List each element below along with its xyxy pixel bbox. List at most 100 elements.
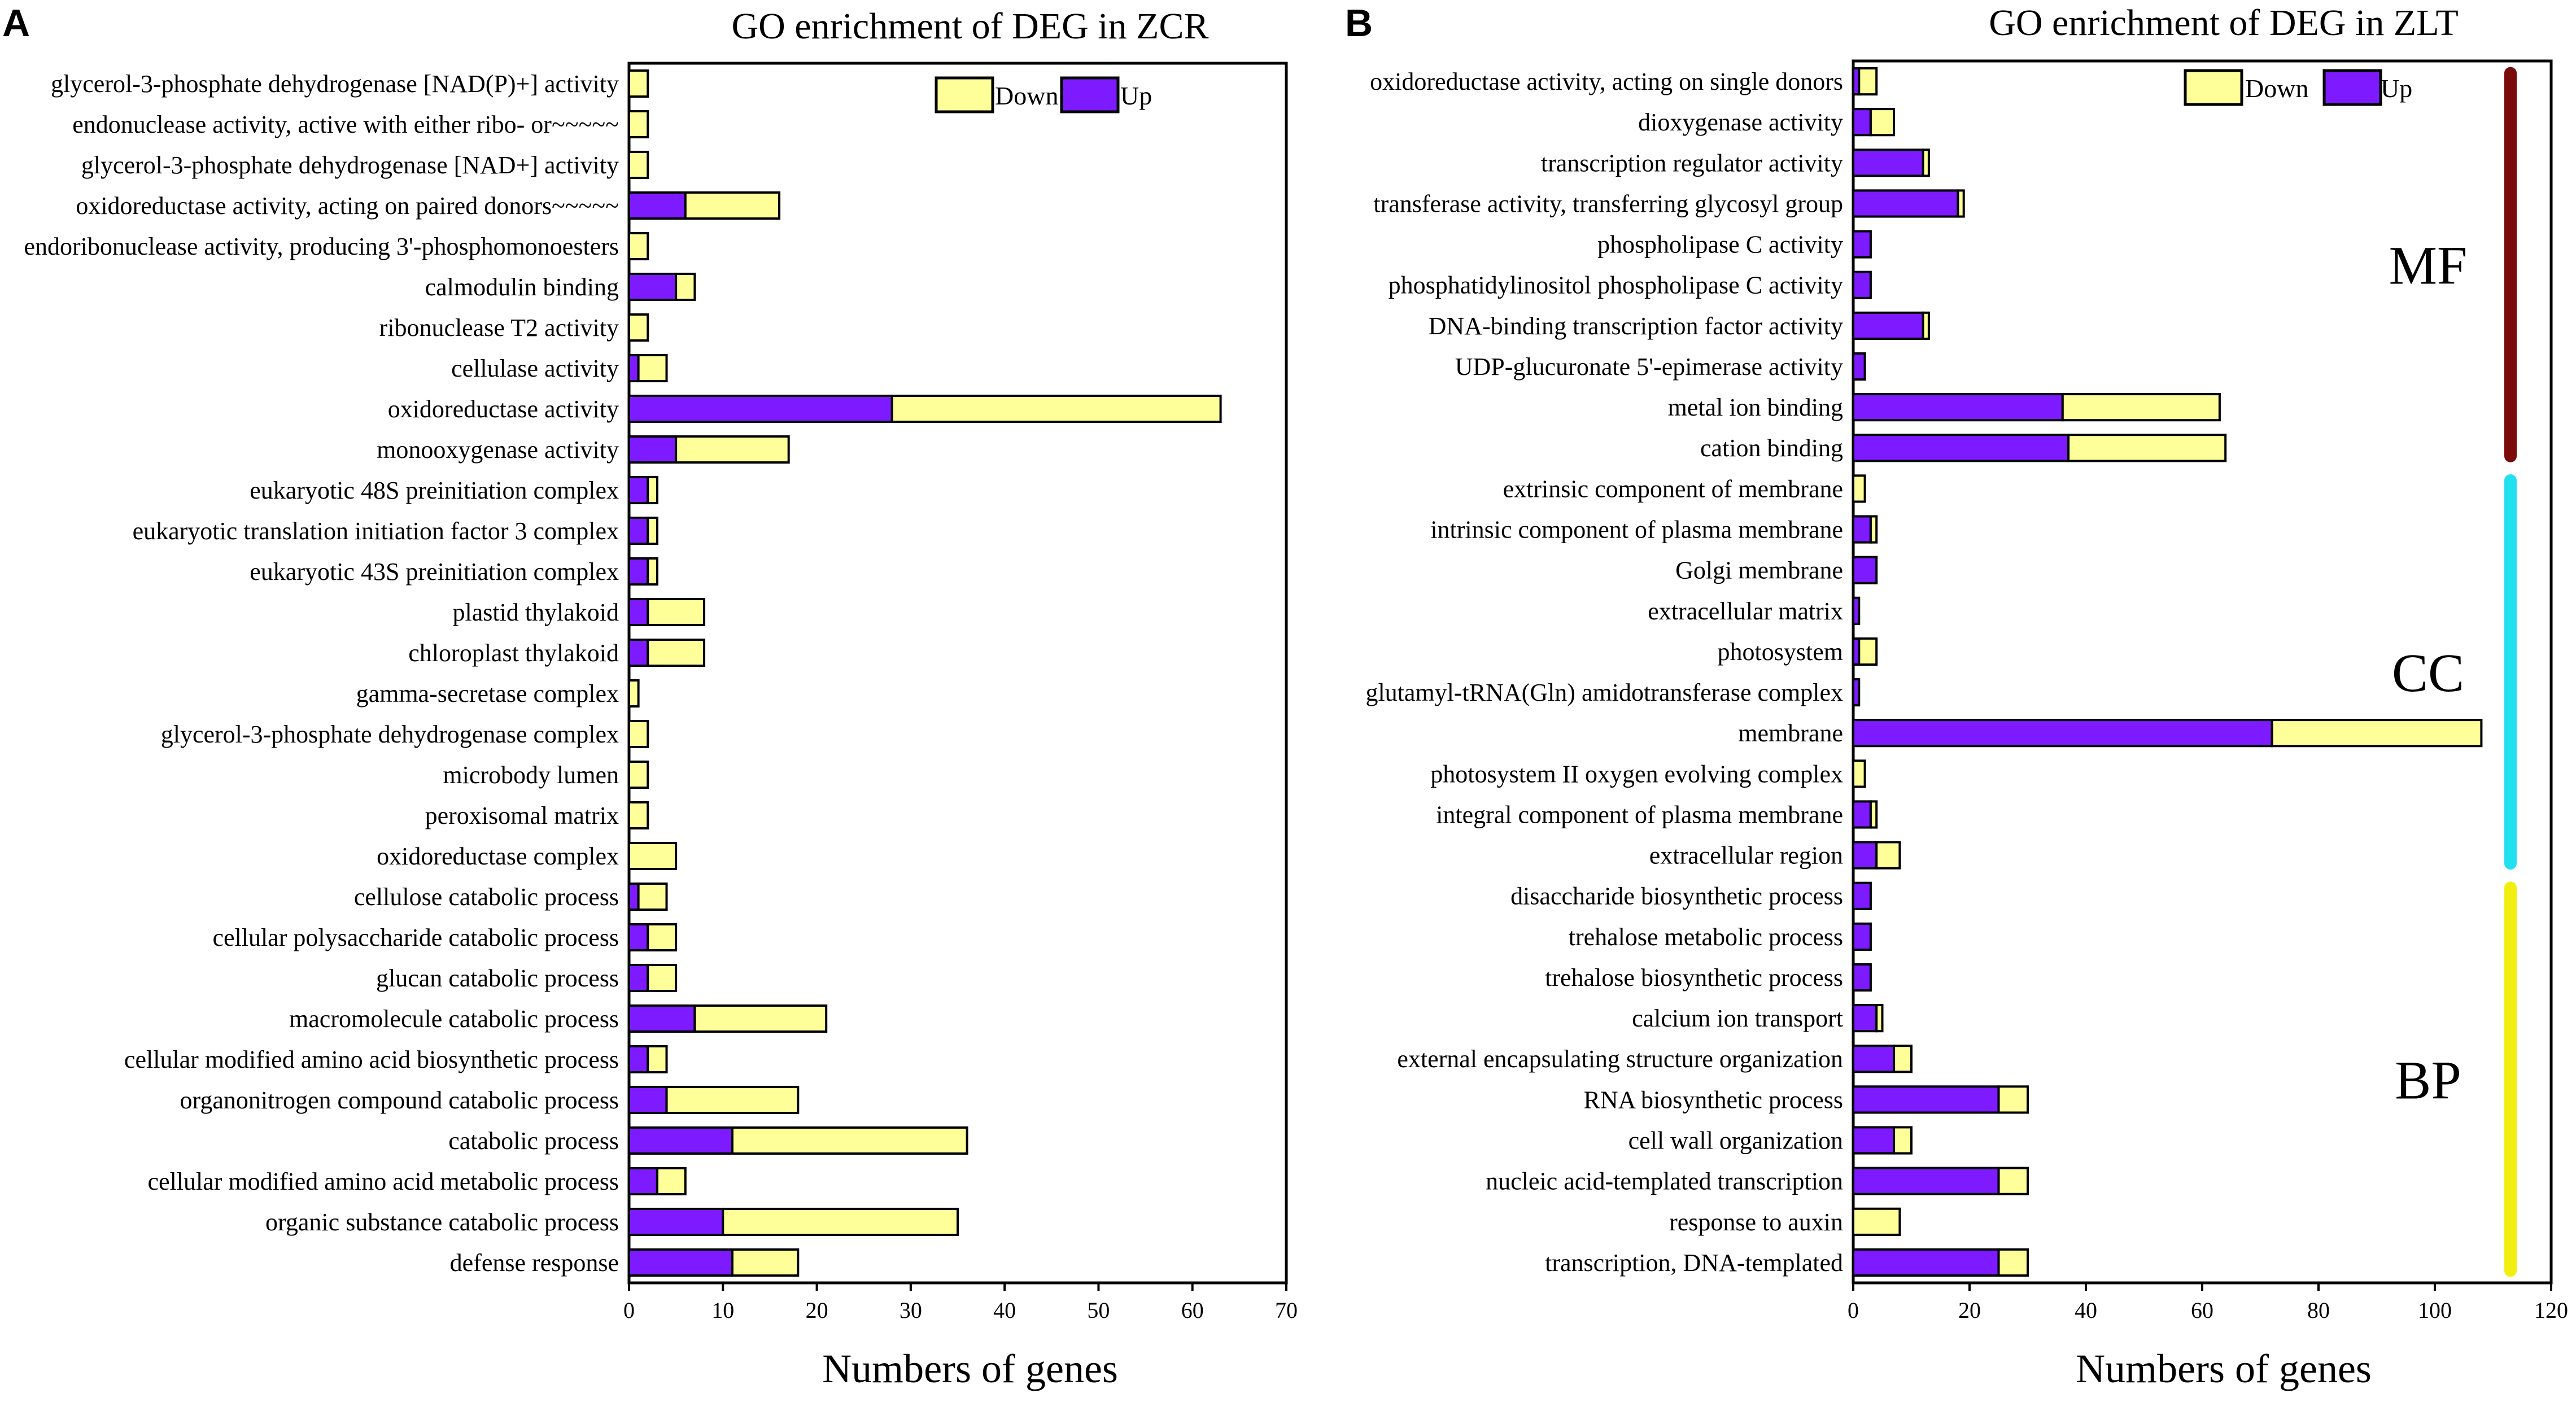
bar-down	[647, 597, 706, 627]
category-label: photosystem II oxygen evolving complex	[1430, 760, 1843, 788]
bar-up	[1852, 596, 1861, 625]
bar-up	[628, 597, 649, 627]
category-label: glycerol-3-phosphate dehydrogenase [NAD(…	[51, 70, 619, 98]
category-label: oxidoreductase complex	[377, 842, 619, 870]
x-tick-label: 80	[2307, 1298, 2330, 1323]
bar-down	[693, 1004, 828, 1033]
bar-up	[1852, 678, 1861, 707]
bar-up	[628, 353, 640, 383]
category-label: oxidoreductase activity, acting on singl…	[1370, 68, 1843, 95]
category-label: eukaryotic translation initiation factor…	[133, 517, 619, 545]
x-tick-label: 60	[1181, 1298, 1204, 1323]
bar-up	[628, 1248, 733, 1277]
bar-down	[2271, 719, 2483, 748]
category-label: organic substance catabolic process	[265, 1208, 619, 1236]
category-label: eukaryotic 48S preinitiation complex	[250, 477, 619, 504]
panel-a-legend: Down Up	[935, 76, 1152, 113]
category-label: glycerol-3-phosphate dehydrogenase compl…	[161, 720, 619, 748]
bar-up	[628, 923, 649, 952]
bar-down	[1869, 800, 1878, 829]
bar-up	[628, 557, 649, 586]
category-label: transferase activity, transferring glyco…	[1373, 190, 1843, 217]
bar-down	[675, 272, 696, 302]
bar-down	[628, 801, 649, 830]
category-label: peroxisomal matrix	[425, 802, 619, 829]
category-label: phosphatidylinositol phospholipase C act…	[1389, 272, 1843, 299]
bar-down	[1852, 1207, 1901, 1236]
bar-up	[1852, 393, 2064, 422]
bar-up	[1852, 434, 2070, 462]
bar-down	[647, 1045, 668, 1074]
category-label: cellular polysaccharide catabolic proces…	[212, 924, 619, 951]
x-tick-label: 20	[806, 1298, 828, 1323]
group-label-bp: BP	[2395, 1050, 2461, 1110]
bar-down	[1997, 1085, 2029, 1114]
panel-a-label: A	[2, 2, 30, 45]
bar-down	[628, 69, 649, 98]
x-tick-label: 20	[1958, 1298, 1981, 1323]
legend-swatch-up	[2322, 69, 2382, 106]
category-label: oxidoreductase activity, acting on paire…	[76, 192, 619, 220]
bar-down	[1957, 189, 1965, 218]
bar-up	[628, 435, 678, 464]
legend-swatch-up	[1060, 76, 1120, 113]
category-label: metal ion binding	[1668, 394, 1843, 421]
bar-up	[1852, 841, 1878, 870]
category-label: integral component of plasma membrane	[1436, 801, 1843, 828]
legend-label-up: Up	[1120, 81, 1152, 110]
bar-down	[1869, 108, 1896, 137]
category-label: cell wall organization	[1628, 1126, 1843, 1154]
category-label: photosystem	[1718, 638, 1843, 666]
category-label: cellulose catabolic process	[354, 883, 619, 911]
category-label: DNA-binding transcription factor activit…	[1429, 312, 1843, 340]
group-label-mf: MF	[2389, 235, 2468, 296]
bar-down	[1997, 1248, 2029, 1277]
category-label: cation binding	[1700, 434, 1843, 462]
panel-b-title: GO enrichment of DEG in ZLT	[1989, 2, 2459, 43]
bar-up	[1852, 1126, 1896, 1155]
category-label: oxidoreductase activity	[388, 395, 619, 423]
category-label: calmodulin binding	[425, 273, 619, 301]
bar-down	[647, 475, 658, 505]
bar-down	[656, 1167, 687, 1196]
bar-up	[1852, 230, 1872, 259]
bar-up	[1852, 719, 2273, 748]
bar-down	[628, 232, 649, 261]
bar-up	[1852, 189, 1959, 218]
bar-down	[684, 191, 781, 220]
bar-up	[1852, 963, 1872, 992]
bar-down	[647, 923, 678, 952]
bar-down	[665, 1085, 800, 1115]
bar-down	[2061, 393, 2221, 422]
bar-down	[628, 150, 649, 180]
category-label: organonitrogen compound catabolic proces…	[180, 1086, 619, 1114]
category-label: response to auxin	[1669, 1208, 1843, 1236]
bar-up	[628, 1126, 733, 1155]
category-label: RNA biosynthetic process	[1583, 1086, 1843, 1113]
bar-down	[637, 882, 668, 911]
bar-up	[628, 1207, 724, 1237]
bar-up	[628, 191, 687, 220]
bar-down	[731, 1126, 968, 1155]
bar-up	[1852, 881, 1872, 910]
bar-up	[1852, 108, 1872, 137]
panel-b-plot: oxidoreductase activity, acting on singl…	[1365, 59, 2568, 1323]
category-label: extracellular region	[1649, 842, 1843, 870]
category-label: dioxygenase activity	[1638, 108, 1843, 136]
category-label: UDP-glucuronate 5'-epimerase activity	[1455, 353, 1843, 381]
category-label: cellular modified amino acid biosyntheti…	[124, 1046, 619, 1073]
bar-up	[628, 1045, 649, 1074]
category-label: transcription, DNA-templated	[1545, 1249, 1843, 1277]
bar-down	[1893, 1126, 1913, 1155]
category-label: monooxygenase activity	[377, 436, 619, 464]
bar-down	[890, 394, 1222, 423]
category-label: extrinsic component of membrane	[1503, 475, 1843, 503]
legend-label-up: Up	[2381, 74, 2412, 103]
bar-up	[1852, 515, 1872, 544]
bar-down	[1922, 149, 1930, 177]
bar-up	[628, 1085, 668, 1115]
bar-down	[647, 963, 678, 993]
bar-down	[1875, 1004, 1884, 1033]
legend-swatch-down	[2184, 69, 2243, 106]
